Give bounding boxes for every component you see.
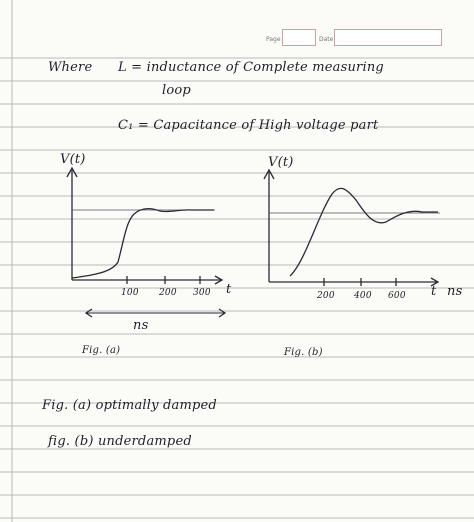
where-text: Where <box>48 60 93 75</box>
graph-b-x-arrow <box>430 277 440 287</box>
graph-a-tick-200: 200 <box>159 288 177 298</box>
inductance-definition: L = inductance of Complete measuring <box>118 60 384 75</box>
page-label: Page <box>266 36 281 43</box>
graph-a-x-arrow <box>214 275 224 285</box>
graph-b-unit: ns <box>447 284 463 299</box>
graph-a-tick-100: 100 <box>121 288 139 298</box>
graph-b-y-arrow <box>263 168 275 180</box>
graph-a-x-label: t <box>226 282 232 297</box>
capacitance-definition: C₁ = Capacitance of High voltage part <box>118 118 379 133</box>
date-label: Date <box>319 36 334 43</box>
note-fig-a: Fig. (a) optimally damped <box>42 398 217 413</box>
graph-a-curve <box>71 208 214 279</box>
page-number-box <box>282 29 316 46</box>
graph-a-y-label: V(t) <box>60 152 86 167</box>
graph-a-y-arrow <box>66 166 78 178</box>
graph-b-curve <box>289 187 438 277</box>
graph-b-tick-600: 600 <box>388 291 406 301</box>
graph-a-unit: ns <box>133 318 149 333</box>
graph-b-caption: Fig. (b) <box>284 347 323 358</box>
date-box <box>334 29 442 46</box>
graph-b-tick-200: 200 <box>317 291 335 301</box>
graph-a-tick-300: 300 <box>193 288 211 298</box>
graph-a-caption: Fig. (a) <box>82 345 121 356</box>
graph-b-x-label: t <box>431 284 437 299</box>
graph-b-y-label: V(t) <box>268 155 294 170</box>
inductance-definition-cont: loop <box>162 83 191 98</box>
note-fig-b: fig. (b) underdamped <box>48 434 192 449</box>
graph-b-tick-400: 400 <box>354 291 372 301</box>
